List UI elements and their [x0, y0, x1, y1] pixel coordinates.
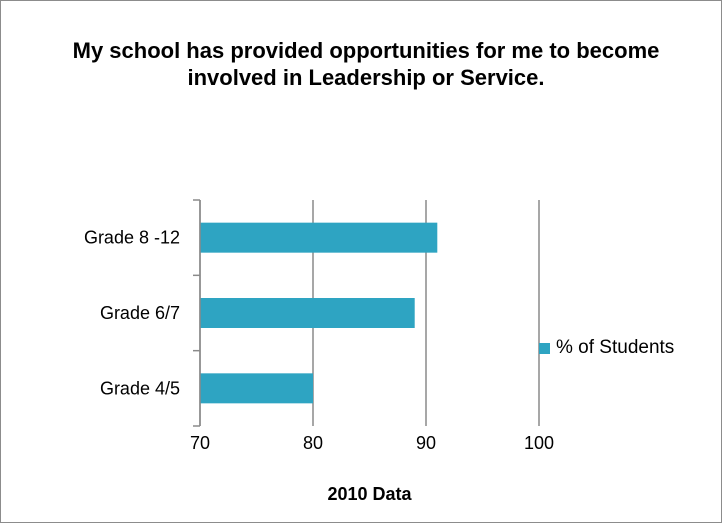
bar-2: [200, 373, 313, 404]
category-label-0: Grade 8 -12: [84, 228, 180, 248]
bar-1: [200, 298, 415, 328]
legend-swatch: [539, 342, 550, 354]
category-label-1: Grade 6/7: [100, 303, 180, 323]
category-label-2: Grade 4/5: [100, 378, 180, 398]
x-axis-title: 2010 Data: [327, 484, 412, 504]
chart-title: My school has provided opportunities for…: [72, 38, 660, 90]
x-tick-label-0: 70: [190, 433, 210, 453]
x-tick-label-3: 100: [524, 433, 554, 453]
x-tick-label-1: 80: [303, 433, 323, 453]
legend-label: % of Students: [556, 337, 675, 358]
x-tick-label-2: 90: [416, 433, 436, 453]
bar-0: [200, 222, 438, 253]
legend: % of Students: [539, 337, 674, 359]
